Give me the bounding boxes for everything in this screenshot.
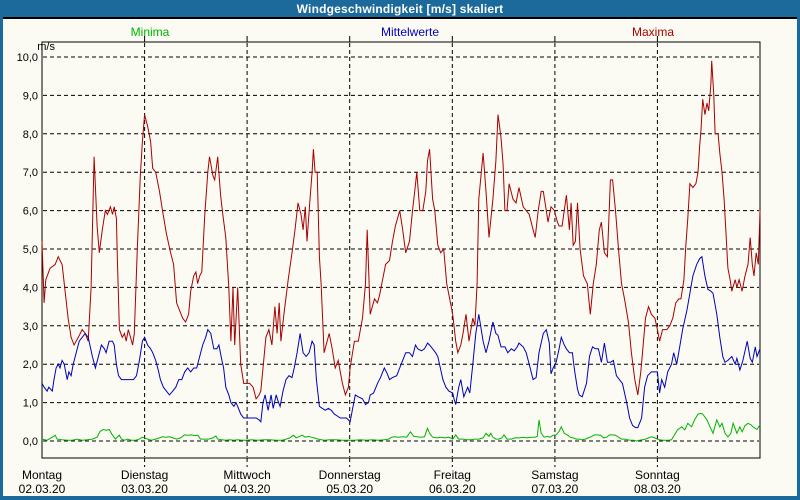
window-border-bottom xyxy=(0,496,800,500)
day-name-label: Mittwoch xyxy=(223,468,270,482)
title-bar: Windgeschwindigkeit [m/s] skaliert xyxy=(0,0,800,19)
day-date-label: 04.03.20 xyxy=(224,482,271,496)
day-date-label: 03.03.20 xyxy=(121,482,168,496)
y-tick-label: 1,0 xyxy=(23,398,38,410)
day-name-label: Dienstag xyxy=(121,468,168,482)
y-tick-label: 9,0 xyxy=(23,90,38,102)
y-axis-unit-label: m/s xyxy=(37,41,55,53)
y-tick-label: 8,0 xyxy=(23,129,38,141)
day-date-label: 05.03.20 xyxy=(326,482,373,496)
y-tick-label: 3,0 xyxy=(23,321,38,333)
series-line-maxima xyxy=(41,60,761,400)
day-name-label: Montag xyxy=(22,468,62,482)
day-name-label: Donnerstag xyxy=(319,468,381,482)
day-date-label: 07.03.20 xyxy=(532,482,579,496)
legend-minima: Minima xyxy=(130,25,170,39)
legend-maxima: Maxima xyxy=(631,25,675,39)
y-tick-label: 4,0 xyxy=(23,282,38,294)
day-name-label: Freitag xyxy=(434,468,471,482)
day-name-label: Samstag xyxy=(531,468,578,482)
series-line-minima xyxy=(41,412,761,442)
day-date-label: 02.03.20 xyxy=(19,482,66,496)
y-tick-label: 2,0 xyxy=(23,359,38,371)
series-line-mittelwerte xyxy=(41,255,761,429)
y-tick-label: 7,0 xyxy=(23,167,38,179)
legend-mittelwerte: Mittelwerte xyxy=(380,25,440,39)
y-tick-label: 0,0 xyxy=(23,436,38,448)
window-border-left xyxy=(0,17,3,500)
y-tick-label: 5,0 xyxy=(23,244,38,256)
y-tick-label: 6,0 xyxy=(23,206,38,218)
plot-frame xyxy=(41,41,761,459)
day-name-label: Sonntag xyxy=(635,468,680,482)
y-tick-label: 10,0 xyxy=(17,52,38,64)
window-border-right xyxy=(797,17,800,500)
day-date-label: 08.03.20 xyxy=(634,482,681,496)
window-title: Windgeschwindigkeit [m/s] skaliert xyxy=(296,1,504,16)
day-date-label: 06.03.20 xyxy=(429,482,476,496)
